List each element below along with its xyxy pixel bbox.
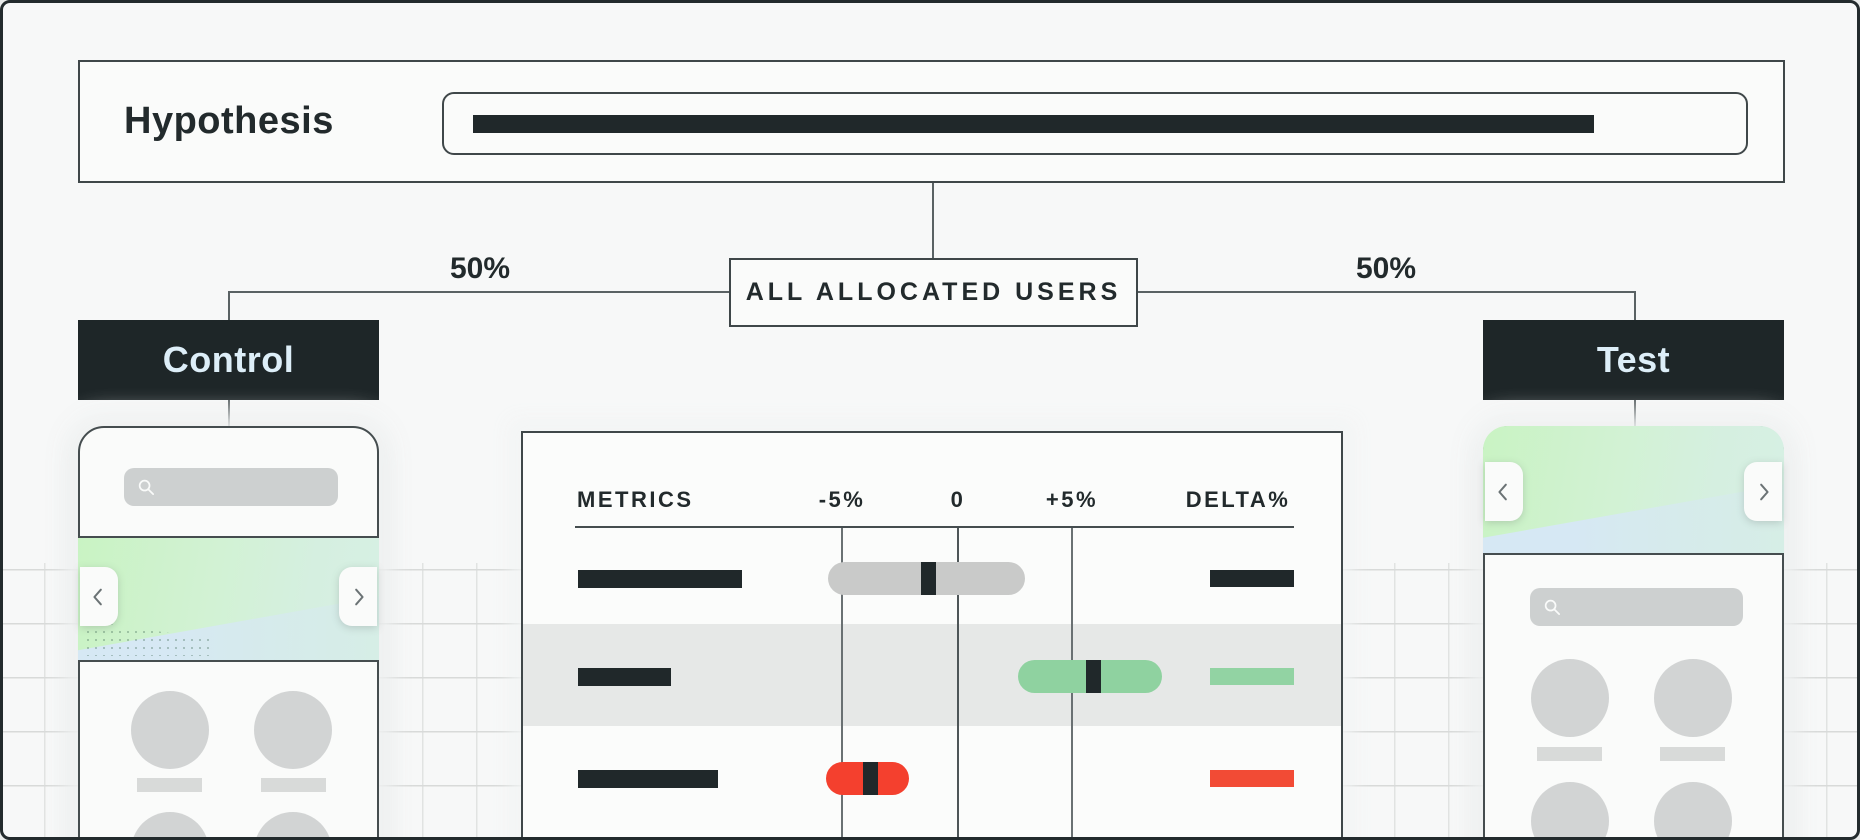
connector-test-phone (1634, 400, 1636, 427)
allocation-right-percent: 50% (1355, 252, 1417, 285)
hypothesis-input[interactable] (442, 92, 1748, 155)
avatar (1654, 659, 1732, 737)
avatar (131, 812, 209, 837)
test-phone-mockup (1483, 426, 1784, 837)
hypothesis-text-redacted (473, 114, 1594, 133)
hypothesis-box: Hypothesis (78, 60, 1785, 183)
chevron-left-icon (93, 588, 102, 605)
ci-point-estimate-tick (1085, 660, 1101, 693)
connector-left-down (228, 291, 230, 321)
metric-label-bar (578, 668, 671, 686)
control-box: Control (78, 320, 379, 400)
avatar (1531, 782, 1609, 837)
carousel-next-button[interactable] (339, 567, 377, 626)
control-phone-mockup (78, 426, 379, 837)
avatar (131, 691, 209, 769)
delta-value-bar (1210, 570, 1294, 587)
test-box: Test (1483, 320, 1784, 400)
hypothesis-title: Hypothesis (124, 100, 334, 142)
allocation-left-percent: 50% (449, 252, 511, 285)
header-delta: DELTA% (1185, 487, 1291, 512)
avatar (1531, 659, 1609, 737)
chevron-right-icon (1760, 483, 1769, 500)
search-icon (138, 479, 155, 495)
avatar (254, 812, 332, 837)
carousel-next-button[interactable] (1744, 462, 1782, 521)
connector-left-horizontal (228, 291, 729, 293)
avatar (1654, 782, 1732, 837)
connector-right-horizontal (1138, 291, 1636, 293)
hero-carousel (78, 536, 379, 662)
avatar-label-placeholder (261, 778, 326, 792)
connector-control-phone (228, 400, 230, 427)
metric-label-bar (578, 770, 718, 788)
all-allocated-users-label: ALL ALLOCATED USERS (745, 278, 1122, 306)
avatar (254, 691, 332, 769)
search-icon (1544, 599, 1561, 615)
header-zero: 0 (950, 487, 966, 512)
all-allocated-users-box: ALL ALLOCATED USERS (729, 258, 1138, 327)
ci-point-estimate-tick (862, 762, 878, 795)
hero-carousel (1483, 426, 1784, 555)
header-plus5: +5% (1045, 487, 1099, 512)
chevron-left-icon (1498, 483, 1507, 500)
metric-label-bar (578, 570, 742, 588)
header-metrics: METRICS (577, 487, 694, 512)
chevron-right-icon (355, 588, 364, 605)
avatar-label-placeholder (1660, 747, 1725, 761)
avatar-label-placeholder (1537, 747, 1602, 761)
gridline-zero (957, 528, 959, 837)
control-label: Control (162, 339, 295, 380)
carousel-prev-button[interactable] (80, 567, 118, 626)
test-label: Test (1596, 339, 1671, 380)
connector-hypothesis-allocation (932, 183, 934, 259)
header-divider (575, 526, 1294, 528)
search-input[interactable] (124, 468, 338, 506)
search-input[interactable] (1530, 588, 1743, 626)
metrics-results-table: METRICS -5% 0 +5% DELTA% (521, 431, 1343, 837)
header-minus5: -5% (818, 487, 866, 512)
ci-point-estimate-tick (920, 562, 936, 595)
carousel-prev-button[interactable] (1485, 462, 1523, 521)
connector-right-down (1634, 291, 1636, 321)
gridline-minus5 (841, 528, 843, 837)
delta-value-bar (1210, 668, 1294, 685)
avatar-label-placeholder (137, 778, 202, 792)
delta-value-bar (1210, 770, 1294, 787)
